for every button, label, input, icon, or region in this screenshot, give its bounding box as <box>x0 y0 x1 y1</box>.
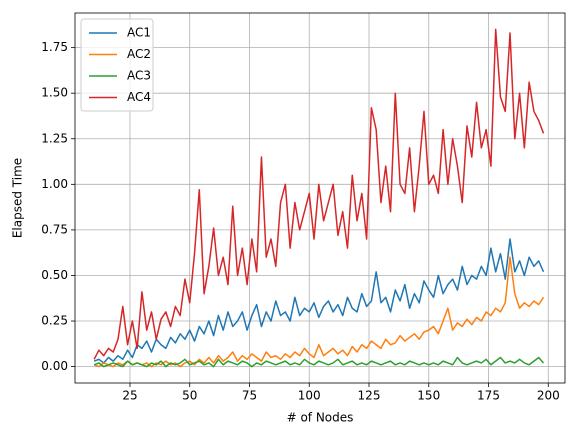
y-tick-label: 0.75 <box>41 222 68 236</box>
y-tick-label: 1.25 <box>41 131 68 145</box>
y-tick-label: 1.50 <box>41 86 68 100</box>
data-line <box>93 256 545 368</box>
x-tick-label: 175 <box>477 389 500 403</box>
y-tick-label: 1.00 <box>41 177 68 191</box>
x-tick-label: 150 <box>417 389 440 403</box>
legend-label: AC3 <box>127 69 151 83</box>
legend-label: AC1 <box>127 26 151 40</box>
data-line <box>93 238 545 364</box>
legend-box <box>80 18 154 112</box>
axes-frame <box>74 12 566 384</box>
x-tick-label: 50 <box>182 389 197 403</box>
y-tick-label: 0.00 <box>41 359 68 373</box>
data-line <box>93 28 545 360</box>
legend-label: AC2 <box>127 47 151 61</box>
x-tick-label: 25 <box>122 389 137 403</box>
x-tick-label: 75 <box>242 389 257 403</box>
x-tick-label: 200 <box>537 389 560 403</box>
y-tick-label: 1.75 <box>41 40 68 54</box>
legend-label: AC4 <box>127 90 151 104</box>
x-axis-label: # of Nodes <box>287 411 354 425</box>
y-tick-label: 0.25 <box>41 314 68 328</box>
y-axis-label: Elapsed Time <box>11 158 25 238</box>
x-tick-label: 100 <box>298 389 321 403</box>
data-line <box>93 356 545 368</box>
x-tick-label: 125 <box>358 389 381 403</box>
y-tick-label: 0.50 <box>41 268 68 282</box>
